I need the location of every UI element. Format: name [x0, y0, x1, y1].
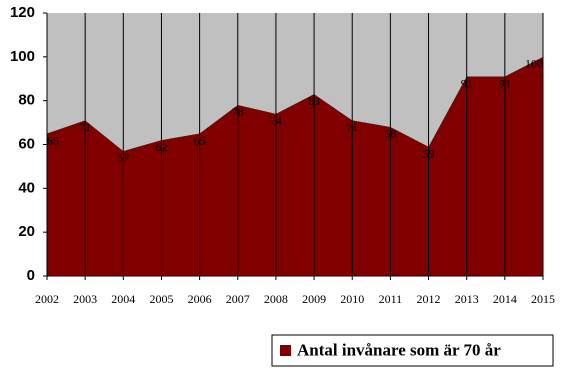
x-tick-label: 2003	[73, 292, 97, 306]
y-tick-label: 40	[18, 179, 35, 196]
x-tick-label: 2010	[340, 292, 364, 306]
x-tick-label: 2005	[149, 292, 173, 306]
data-label: 57	[117, 151, 129, 165]
x-tick-label: 2013	[455, 292, 479, 306]
x-tick-label: 2004	[111, 292, 135, 306]
y-tick-label: 60	[18, 135, 35, 152]
x-tick-label: 2012	[417, 292, 441, 306]
data-label: 91	[461, 76, 473, 90]
data-label: 59	[423, 146, 435, 160]
data-label: 91	[499, 76, 511, 90]
data-label: 68	[384, 127, 396, 141]
x-tick-label: 2002	[35, 292, 59, 306]
y-tick-label: 80	[18, 92, 35, 109]
data-label: 71	[79, 120, 91, 134]
area	[47, 56, 543, 277]
data-label: 62	[155, 140, 167, 154]
x-tick-label: 2014	[493, 292, 517, 306]
y-tick-label: 120	[10, 4, 35, 21]
x-tick-label: 2008	[264, 292, 288, 306]
legend-swatch	[280, 345, 291, 356]
data-label: 83	[308, 94, 320, 108]
y-tick-label: 20	[18, 223, 35, 240]
x-tick-label: 2007	[226, 292, 250, 306]
x-tick-label: 2009	[302, 292, 326, 306]
data-label: 65	[194, 133, 206, 147]
data-label: 65	[47, 133, 59, 147]
legend-box	[271, 334, 554, 367]
y-tick-label: 100	[10, 48, 35, 65]
data-label: 100	[525, 57, 543, 71]
data-label: 78	[232, 105, 244, 119]
data-label: 71	[346, 120, 358, 134]
x-tick-label: 2015	[531, 292, 555, 306]
y-tick-label: 0	[27, 267, 35, 284]
x-tick-label: 2006	[188, 292, 212, 306]
data-label: 74	[270, 114, 282, 128]
x-tick-label: 2011	[379, 292, 403, 306]
legend-label: Antal invånare som är 70 år	[297, 340, 501, 359]
